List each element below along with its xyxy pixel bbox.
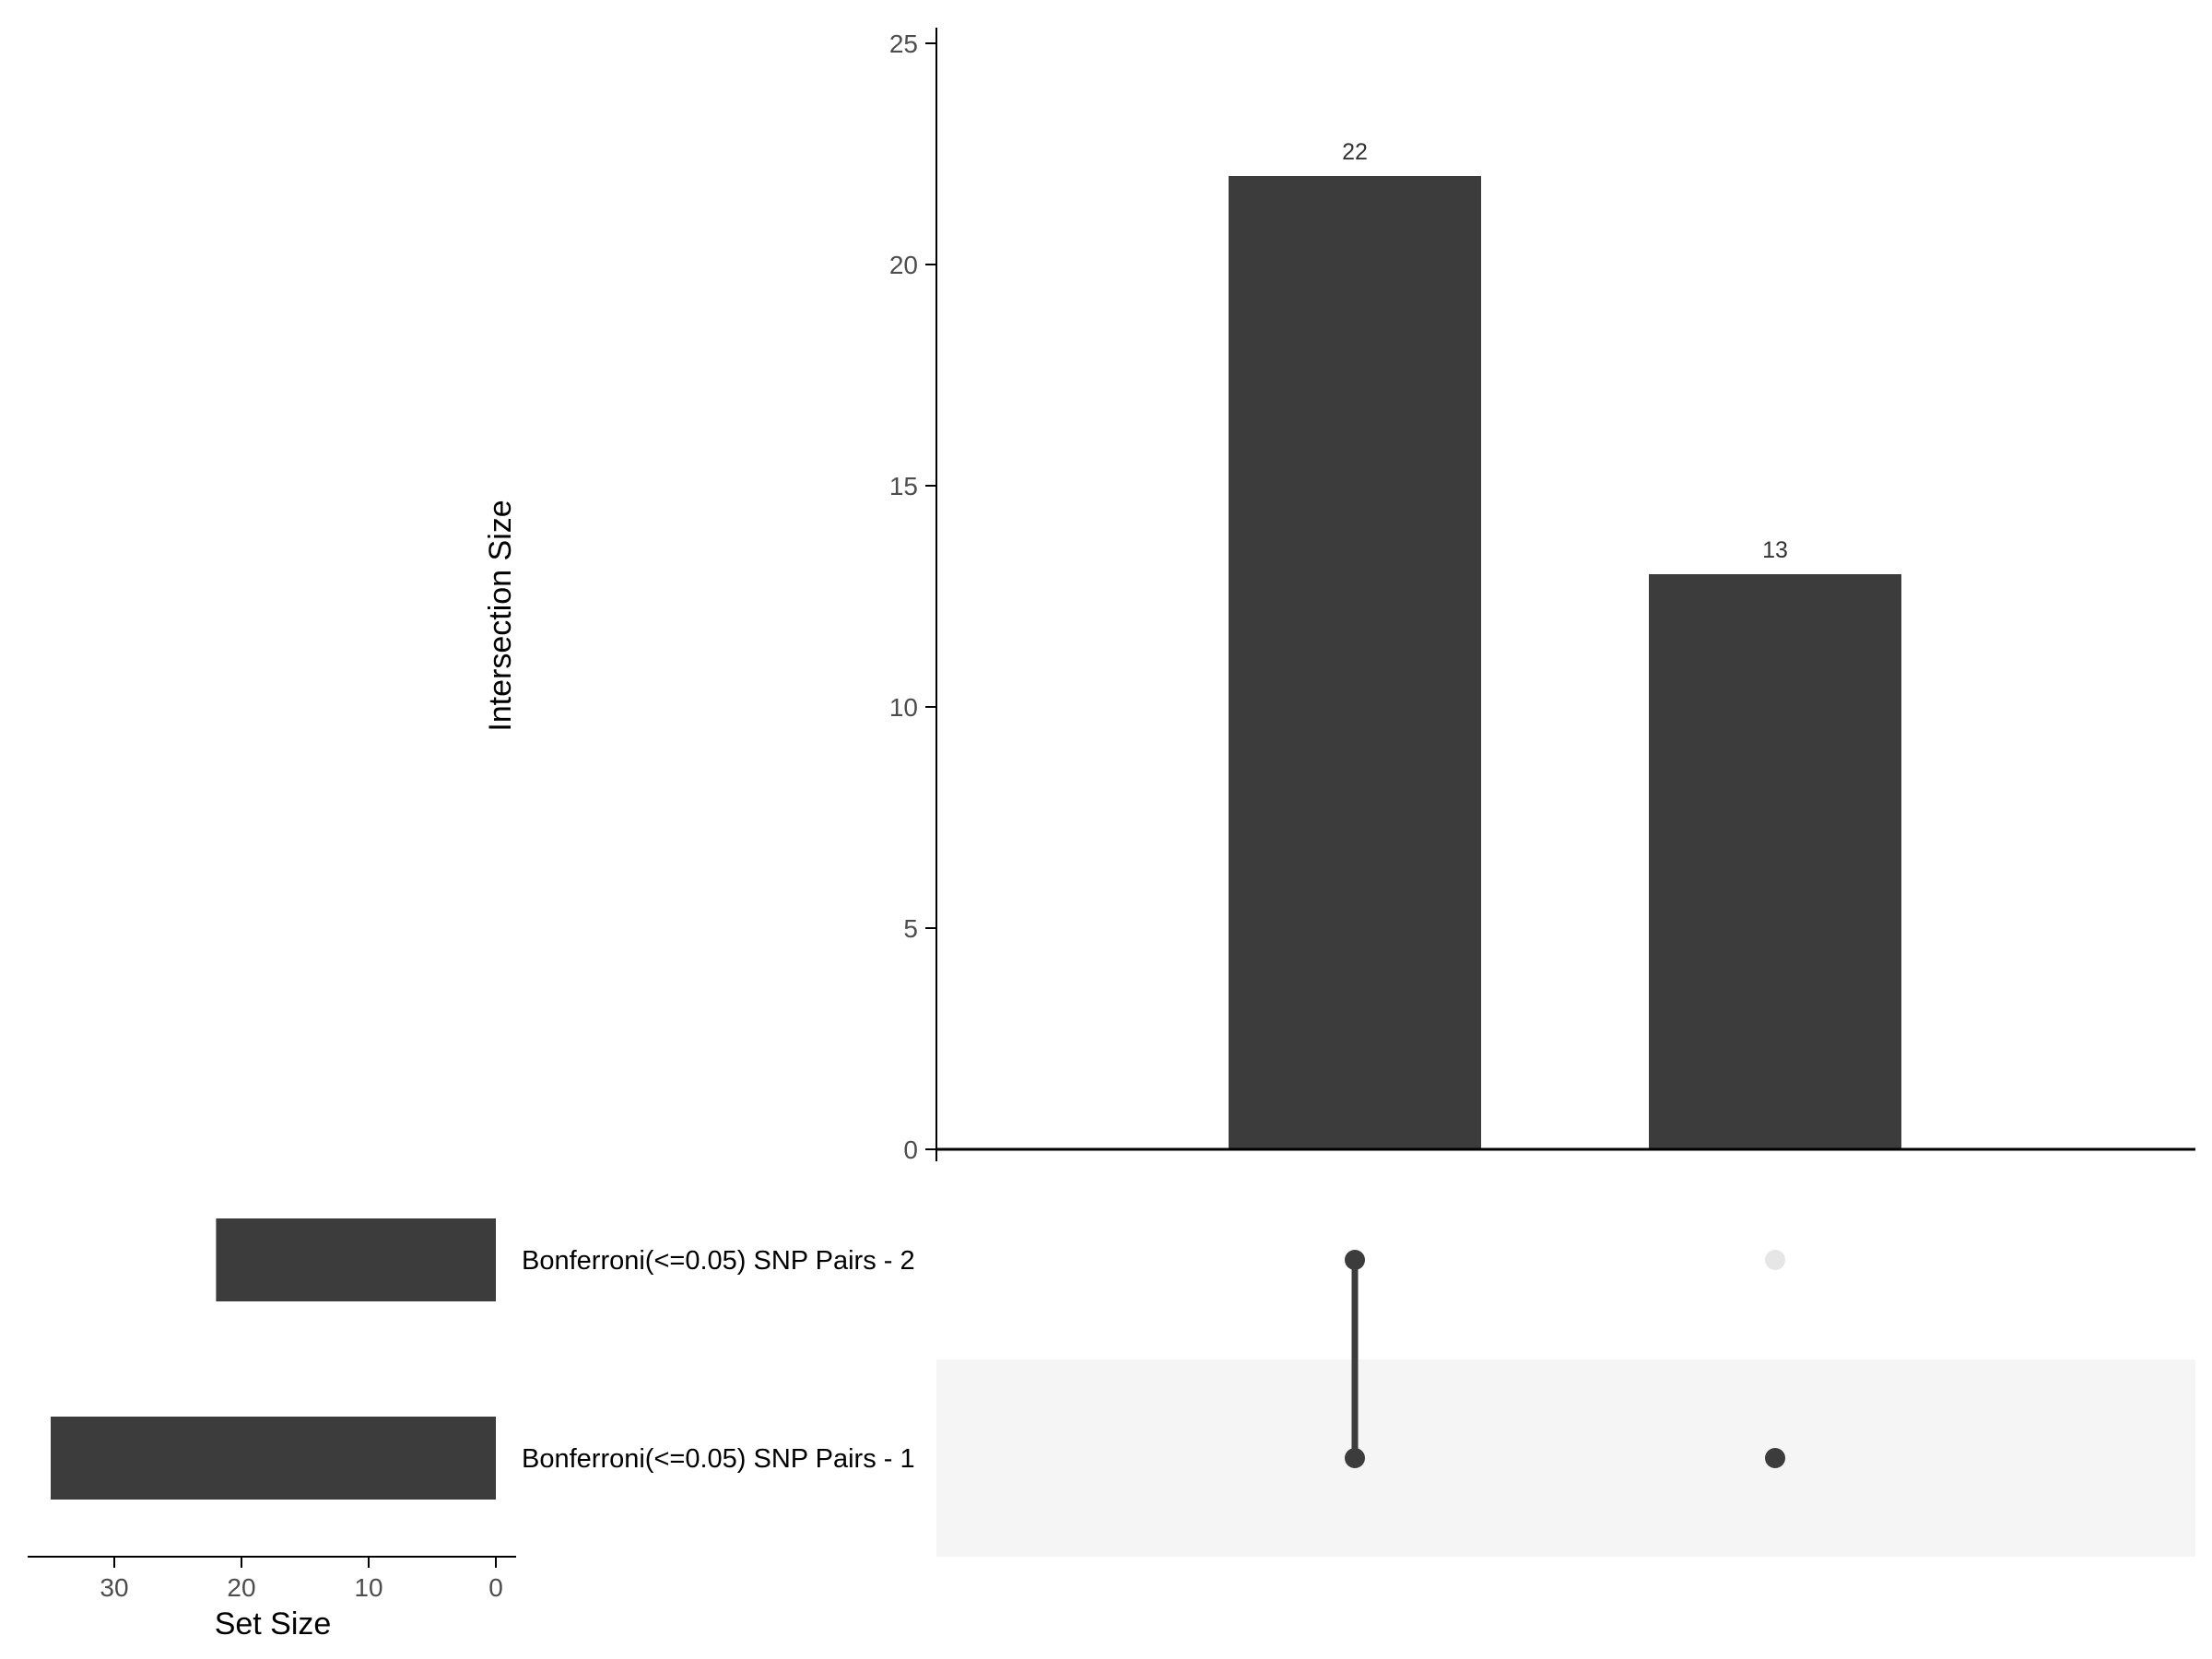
matrix-dot-active	[1765, 1448, 1785, 1468]
y-tick-label: 25	[889, 29, 918, 58]
matrix-background-stripes	[936, 1359, 2195, 1557]
matrix-dot-active	[1345, 1448, 1365, 1468]
set-size-axis-title: Set Size	[215, 1606, 332, 1641]
y-tick-label: 15	[889, 472, 918, 500]
set-size-bar	[51, 1417, 496, 1500]
matrix-dot-inactive	[1765, 1250, 1785, 1270]
matrix-stripe	[936, 1359, 2195, 1557]
intersection-bar	[1649, 574, 1901, 1149]
set-size-tick-label: 30	[100, 1573, 128, 1602]
set-size-tick-label: 10	[354, 1573, 382, 1602]
set-name-label: Bonferroni(<=0.05) SNP Pairs - 2	[522, 1246, 915, 1276]
set-size-bar	[216, 1218, 496, 1301]
y-tick-label: 0	[903, 1135, 918, 1164]
y-tick-label: 5	[903, 914, 918, 943]
set-name-label: Bonferroni(<=0.05) SNP Pairs - 1	[522, 1444, 915, 1474]
intersection-bar	[1229, 176, 1481, 1149]
set-size-tick-label: 0	[488, 1573, 503, 1602]
matrix-dot-active	[1345, 1250, 1365, 1270]
y-tick-label: 20	[889, 251, 918, 279]
intersection-bar-label: 13	[1762, 537, 1788, 563]
labels: Intersection Size Bonferroni(<=0.05) SNP …	[215, 500, 915, 1641]
intersection-matrix	[1345, 1250, 1785, 1468]
set-size-bars	[51, 1218, 496, 1500]
y-axis-title: Intersection Size	[483, 500, 518, 731]
axes: 0 5 10 15 20 25 30 20 10 0	[28, 28, 2195, 1602]
y-tick-label: 10	[889, 693, 918, 722]
intersection-bars: 22 13	[1229, 139, 1901, 1149]
set-size-tick-label: 20	[227, 1573, 255, 1602]
intersection-bar-label: 22	[1342, 139, 1368, 165]
